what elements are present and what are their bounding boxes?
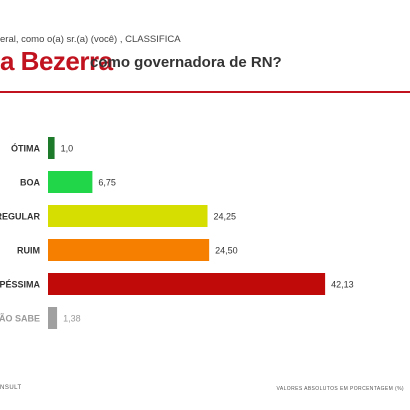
bar-pessima: [48, 273, 326, 295]
bar-ruim: [48, 239, 210, 261]
category-label-regular: REGULAR: [0, 212, 40, 222]
bar-boa: [48, 171, 93, 193]
chart-title: a Bezerra como governadora de RN?: [0, 44, 410, 78]
category-label-otima: ÓTIMA: [11, 143, 40, 154]
title-rest: como governadora de RN?: [90, 54, 282, 71]
footer-note: VALORES ABSOLUTOS EM PORCENTAGEM (%): [276, 386, 404, 392]
title-divider: [0, 91, 410, 93]
bar-nao-sabe: [48, 307, 58, 329]
category-label-nao-sabe: ÃO SABE: [0, 314, 40, 324]
value-label-boa: 6,75: [98, 178, 116, 188]
value-label-otima: 1,0: [61, 144, 74, 154]
value-label-regular: 24,25: [214, 212, 237, 222]
category-label-ruim: RUIM: [17, 246, 40, 256]
bar-otima: [48, 137, 55, 159]
bar-chart: ÓTIMA 1,0 BOA 6,75 REGULAR 24,25 RUIM 24,50 PÉSS…: [0, 137, 354, 329]
title-highlight: a Bezerra: [0, 46, 113, 76]
footer-source: NSULT: [0, 385, 22, 391]
bar-regular: [48, 205, 208, 227]
category-label-boa: BOA: [20, 178, 41, 188]
category-label-pessima: PÉSSIMA: [0, 280, 40, 290]
value-label-nao-sabe: 1,38: [63, 314, 81, 324]
value-label-ruim: 24,50: [215, 246, 238, 256]
value-label-pessima: 42,13: [331, 280, 354, 290]
question-text: eral, como o(a) sr.(a) (você) , CLASSIFI…: [0, 34, 181, 45]
